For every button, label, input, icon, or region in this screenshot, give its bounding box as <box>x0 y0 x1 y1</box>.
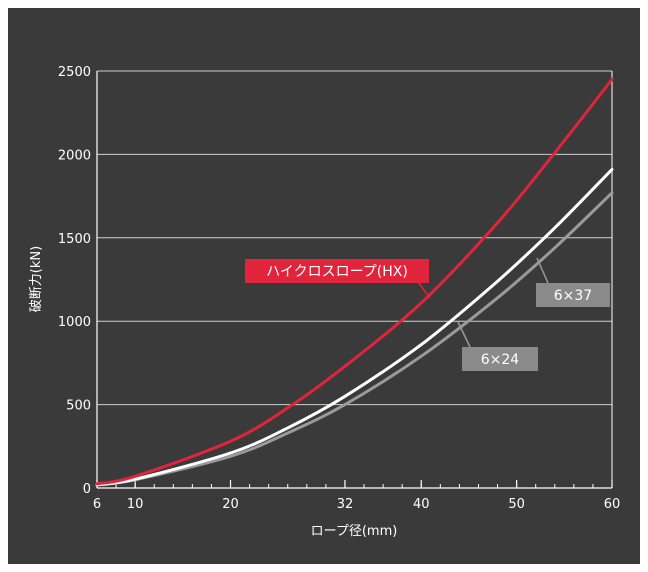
y-tick-label: 2000 <box>58 148 91 163</box>
label-6x24-box <box>462 347 538 371</box>
series-line-6x24 <box>95 191 614 487</box>
label-hx-box <box>245 259 429 283</box>
label-6x24-text: 6×24 <box>481 352 520 368</box>
y-tick-label: 1000 <box>58 315 91 330</box>
label-6x37: 6×37 <box>536 257 610 307</box>
x-tick-label: 60 <box>604 497 621 512</box>
label-hx: ハイクロスロープ(HX) <box>245 259 431 299</box>
label-6x37-leader <box>536 257 549 284</box>
label-6x37-box <box>536 283 610 307</box>
series-lines <box>95 77 614 487</box>
y-tick-label: 0 <box>83 482 91 497</box>
x-tick-label: 20 <box>222 497 239 512</box>
axes <box>96 71 613 489</box>
y-ticks: 0 500 1000 1500 2000 2500 <box>58 65 91 497</box>
x-tick-label: 32 <box>337 497 354 512</box>
series-line-hx <box>95 77 614 486</box>
grid <box>97 70 612 406</box>
x-tick-label: 50 <box>508 497 525 512</box>
x-tick-label: 6 <box>93 497 101 512</box>
label-6x37-text: 6×37 <box>554 288 592 304</box>
x-ticks: 6 10 20 32 40 50 60 <box>93 480 620 512</box>
y-tick-label: 1500 <box>58 232 91 247</box>
x-axis-title: ロープ径(mm) <box>311 524 398 539</box>
y-tick-label: 2500 <box>58 65 91 80</box>
label-6x24: 6×24 <box>457 321 538 371</box>
y-tick-label: 500 <box>66 399 91 414</box>
y-axis-title: 破断力(kN) <box>29 246 44 312</box>
label-6x24-leader <box>457 321 471 348</box>
x-tick-label: 10 <box>127 497 144 512</box>
series-line-6x37 <box>95 167 614 487</box>
chart-background <box>8 8 640 564</box>
x-tick-label: 40 <box>413 497 430 512</box>
label-hx-text: ハイクロスロープ(HX) <box>266 264 408 280</box>
